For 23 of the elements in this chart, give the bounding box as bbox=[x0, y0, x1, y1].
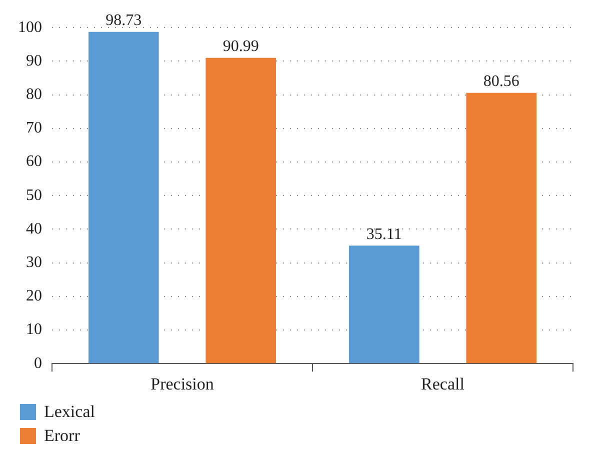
legend-label: Erorr bbox=[44, 426, 80, 446]
legend-label: Lexical bbox=[44, 402, 95, 422]
y-tick-label: 60 bbox=[26, 153, 42, 170]
bar bbox=[466, 92, 537, 364]
data-label: 35.11 bbox=[366, 226, 402, 243]
bar bbox=[348, 246, 420, 364]
data-label: 80.56 bbox=[483, 73, 520, 90]
y-tick-label: 80 bbox=[26, 86, 42, 104]
y-tick-label: 70 bbox=[26, 120, 42, 137]
y-tick-label: 40 bbox=[26, 220, 42, 238]
data-label: 90.99 bbox=[222, 38, 259, 56]
y-tick-label: 100 bbox=[18, 18, 42, 36]
y-tick-label: 50 bbox=[26, 186, 42, 204]
x-tick-label: Precision bbox=[150, 374, 214, 394]
y-tick-label: 20 bbox=[26, 288, 42, 305]
bar bbox=[206, 58, 276, 364]
y-tick-label: 30 bbox=[26, 254, 42, 272]
y-tick-label: 0 bbox=[34, 354, 42, 372]
y-tick-label: 10 bbox=[26, 321, 42, 338]
bar bbox=[88, 32, 159, 364]
x-tick-label: Recall bbox=[421, 374, 465, 394]
y-tick-label: 90 bbox=[26, 52, 42, 70]
data-label: 98.73 bbox=[106, 12, 142, 30]
